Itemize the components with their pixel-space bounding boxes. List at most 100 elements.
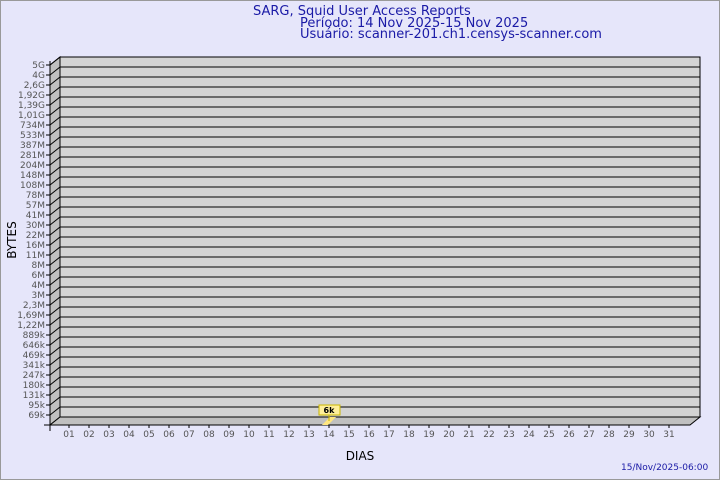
y-tick-label: 387M [20, 141, 45, 151]
gridline-wall [49, 366, 61, 376]
gridline-wall [49, 86, 61, 96]
gridline-wall [49, 176, 61, 186]
x-tick-label: 02 [83, 430, 94, 440]
y-tick-label: 11M [26, 251, 45, 261]
y-tick-label: 108M [20, 181, 45, 191]
x-tick-label: 09 [223, 430, 235, 440]
y-axis-title: BYTES [5, 221, 19, 258]
x-tick-label: 17 [383, 430, 394, 440]
x-tick-label: 22 [483, 430, 494, 440]
x-tick-label: 28 [603, 430, 615, 440]
y-tick-label: 78M [26, 191, 45, 201]
gridline-wall [49, 326, 61, 336]
y-tick-label: 2,6G [24, 81, 45, 91]
y-tick-label: 3M [32, 291, 46, 301]
y-tick-label: 16M [26, 241, 45, 251]
y-tick-label: 341k [23, 361, 46, 371]
gridline-wall [49, 106, 61, 116]
x-tick-label: 04 [123, 430, 135, 440]
x-tick-label: 18 [403, 430, 415, 440]
x-tick-label: 31 [663, 430, 674, 440]
x-tick-label: 24 [523, 430, 535, 440]
gridline-wall [49, 136, 61, 146]
y-tick-label: 22M [26, 231, 45, 241]
gridline-wall [49, 96, 61, 106]
x-tick-label: 06 [163, 430, 175, 440]
y-tick-label: 281M [20, 151, 45, 161]
y-tick-label: 131k [23, 391, 46, 401]
x-tick-label: 07 [183, 430, 194, 440]
x-tick-label: 20 [443, 430, 455, 440]
y-tick-label: 204M [20, 161, 45, 171]
footer-timestamp: 15/Nov/2025-06:00 [621, 463, 709, 473]
y-tick-label: 889k [23, 331, 46, 341]
gridline-wall [49, 276, 61, 286]
x-axis-title: DIAS [346, 449, 375, 463]
gridline-wall [49, 346, 61, 356]
y-tick-label: 1,92G [18, 91, 45, 101]
chart-user: Usuário: scanner-201.ch1.censys-scanner.… [300, 27, 602, 42]
x-tick-label: 23 [503, 430, 514, 440]
y-tick-label: 1,39G [18, 101, 45, 111]
gridline-wall [49, 156, 61, 166]
gridline-wall [49, 406, 61, 416]
gridline-wall [49, 256, 61, 266]
y-tick-label: 180k [23, 381, 46, 391]
x-tick-label: 08 [203, 430, 215, 440]
chart-title: SARG, Squid User Access Reports [253, 4, 471, 19]
x-tick-label: 21 [463, 430, 474, 440]
gridline-wall [49, 266, 61, 276]
gridline-wall [49, 316, 61, 326]
gridline-wall [49, 246, 61, 256]
gridline-wall [49, 356, 61, 366]
y-tick-label: 4M [32, 281, 46, 291]
y-tick-label: 469k [23, 351, 46, 361]
y-tick-label: 30M [26, 221, 45, 231]
y-tick-label: 1,22M [17, 321, 45, 331]
x-tick-label: 16 [363, 430, 375, 440]
y-tick-label: 4G [32, 71, 45, 81]
gridline-wall [49, 216, 61, 226]
x-tick-label: 30 [643, 430, 655, 440]
y-tick-label: 148M [20, 171, 45, 181]
y-tick-label: 1,69M [17, 311, 45, 321]
y-tick-label: 247k [23, 371, 46, 381]
x-tick-label: 15 [343, 430, 354, 440]
x-tick-label: 25 [543, 430, 554, 440]
gridline-wall [49, 376, 61, 386]
x-tick-label: 26 [563, 430, 575, 440]
gridline-wall [49, 226, 61, 236]
y-tick-label: 2,3M [23, 301, 45, 311]
x-tick-label: 14 [323, 430, 335, 440]
data-label: 6k [324, 406, 336, 415]
gridline-wall [49, 146, 61, 156]
y-tick-label: 533M [20, 131, 45, 141]
gridline-wall [49, 196, 61, 206]
y-tick-label: 646k [23, 341, 46, 351]
gridline-wall [49, 116, 61, 126]
x-tick-label: 19 [423, 430, 435, 440]
x-tick-label: 05 [143, 430, 154, 440]
y-tick-label: 5G [32, 61, 45, 71]
gridline-wall [49, 186, 61, 196]
gridline-wall [49, 386, 61, 396]
y-tick-label: 8M [32, 261, 46, 271]
x-tick-label: 29 [623, 430, 635, 440]
y-tick-label: 95k [28, 401, 45, 411]
x-tick-label: 03 [103, 430, 114, 440]
gridline-wall [49, 336, 61, 346]
gridline-wall [49, 396, 61, 406]
x-tick-label: 11 [263, 430, 274, 440]
y-tick-label: 57M [26, 201, 45, 211]
chart-period: Período: 14 Nov 2025-15 Nov 2025 [300, 16, 529, 31]
y-tick-label: 1,01G [18, 111, 45, 121]
gridline-wall [49, 286, 61, 296]
gridline-wall [49, 76, 61, 86]
y-tick-label: 734M [20, 121, 45, 131]
gridline-wall [49, 56, 61, 66]
gridline-wall [49, 166, 61, 176]
x-tick-label: 27 [583, 430, 594, 440]
gridline-wall [49, 306, 61, 316]
gridline-wall [49, 206, 61, 216]
